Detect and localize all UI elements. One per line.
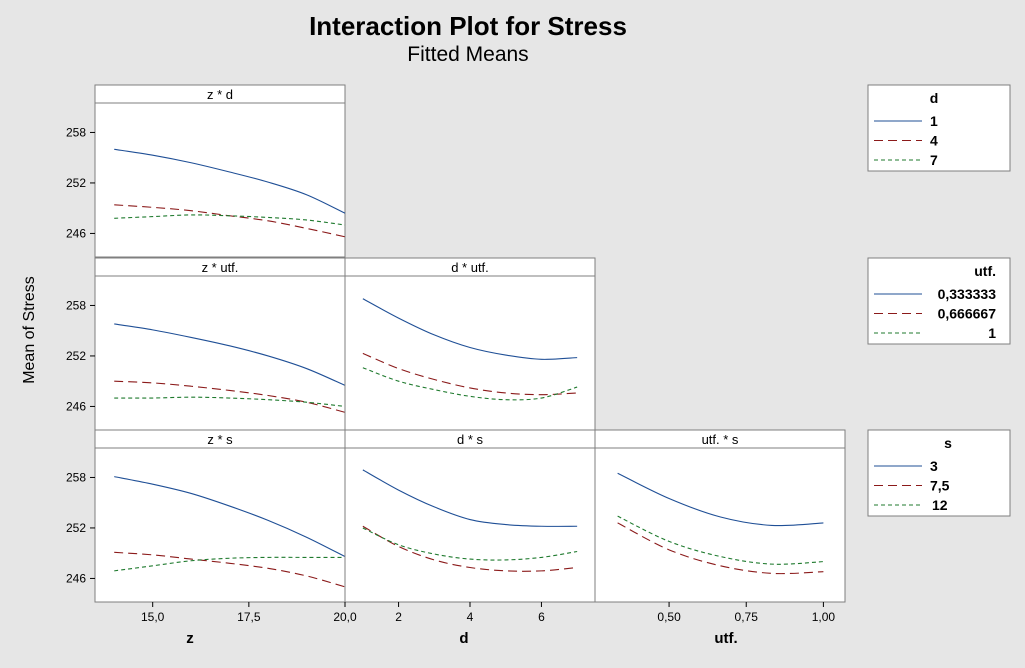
panel-z-utf-: z * utf. — [94, 257, 346, 431]
series-line-0,333333 — [362, 298, 578, 360]
panel-title: z * utf. — [202, 260, 239, 275]
series-line-7,5 — [617, 522, 824, 575]
series-line-1 — [114, 396, 346, 407]
panel-frame — [344, 429, 596, 603]
series-line-12 — [362, 527, 578, 561]
panel-frame — [594, 429, 846, 603]
legend-title: s — [944, 435, 952, 451]
legends-group: d 1 4 7 utf. 0,333333 0,666667 1 s3 7,5 12 — [867, 84, 1011, 517]
x-tick-label: 4 — [467, 610, 474, 624]
x-tick-label: 17,5 — [237, 610, 261, 624]
series-line-1 — [362, 367, 578, 401]
x-tick-label: 20,0 — [333, 610, 357, 624]
x-tick-label: 15,0 — [141, 610, 165, 624]
panel-title: d * s — [457, 432, 484, 447]
legend-1: d 1 4 7 — [867, 84, 1011, 172]
legend-2: utf. 0,333333 0,666667 1 — [867, 257, 1011, 345]
y-tick-label: 252 — [66, 521, 86, 535]
y-tick-label: 258 — [66, 125, 86, 139]
series-line-0,666667 — [362, 352, 578, 396]
legend-entry-label: 7 — [930, 152, 938, 168]
legend-3: s3 7,5 12 — [867, 429, 1011, 517]
legend-entry-label: 0,666667 — [938, 306, 997, 322]
x-tick-label: 1,00 — [812, 610, 836, 624]
legend-box — [867, 84, 1011, 172]
series-line-3 — [114, 476, 346, 558]
panel-frame — [94, 429, 346, 603]
chart-title: Interaction Plot for Stress — [309, 11, 627, 41]
series-line-7,5 — [114, 551, 346, 588]
legend-entry-label: 4 — [930, 133, 938, 149]
x-tick-label: 0,50 — [657, 610, 681, 624]
legend-entry-label: 12 — [932, 497, 948, 513]
panel-grid: z * d z * utf. d * utf. z * s d * s utf. * s — [94, 84, 846, 603]
y-tick-label: 246 — [66, 399, 86, 413]
y-tick-label: 252 — [66, 349, 86, 363]
panel-title: z * d — [207, 87, 233, 102]
y-tick-label: 246 — [66, 226, 86, 240]
panel-frame — [94, 84, 346, 258]
series-line-12 — [114, 556, 345, 572]
legend-title: utf. — [974, 263, 996, 279]
legend-entry-label: 0,333333 — [938, 286, 997, 302]
x-axis-label: z — [186, 630, 194, 647]
panel-d-s: d * s — [344, 429, 596, 603]
y-tick-label: 252 — [66, 176, 86, 190]
series-line-7 — [114, 214, 346, 226]
series-line-0,333333 — [114, 323, 346, 386]
legend-entry-label: 1 — [988, 325, 996, 341]
x-tick-label: 6 — [538, 610, 545, 624]
y-tick-label: 258 — [66, 470, 86, 484]
panel-utf-s: utf. * s — [594, 429, 846, 603]
legend-entry-label: 1 — [930, 113, 938, 129]
legend-title: d — [930, 90, 939, 106]
series-line-0,666667 — [114, 380, 346, 413]
legend-entry-label: 3 — [930, 458, 938, 474]
y-tick-label: 246 — [66, 571, 86, 585]
y-tick-label: 258 — [66, 298, 86, 312]
x-axis-label: utf. — [714, 630, 737, 647]
panel-d-utf-: d * utf. — [344, 257, 596, 431]
x-tick-label: 0,75 — [735, 610, 759, 624]
legend-entry-label: 7,5 — [930, 478, 950, 494]
y-axis-label: Mean of Stress — [21, 276, 38, 384]
x-tick-label: 2 — [395, 610, 402, 624]
series-line-1 — [114, 148, 346, 214]
series-line-3 — [617, 472, 824, 527]
legend-box — [867, 257, 1011, 345]
chart-subtitle: Fitted Means — [407, 43, 528, 66]
legend-box — [867, 429, 1011, 517]
x-axis-label: d — [459, 630, 468, 647]
series-line-3 — [362, 469, 578, 527]
panel-z-d: z * d — [94, 84, 346, 258]
series-line-7,5 — [362, 525, 578, 572]
panel-title: d * utf. — [451, 260, 489, 275]
panel-title: utf. * s — [702, 432, 739, 447]
panel-z-s: z * s — [94, 429, 346, 603]
panel-frame — [344, 257, 596, 431]
panel-title: z * s — [207, 432, 233, 447]
